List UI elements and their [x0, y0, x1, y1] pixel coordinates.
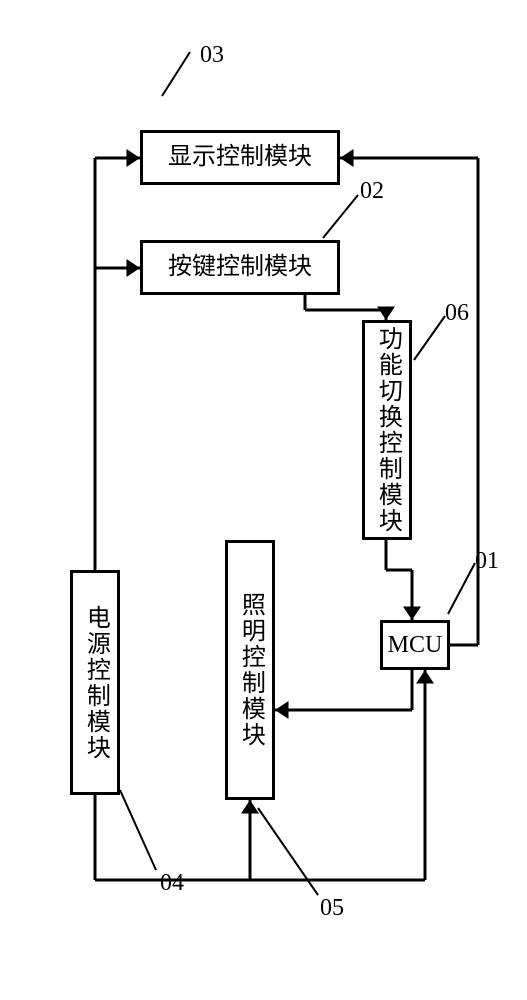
mcu-label: MCU	[388, 631, 443, 660]
lighting-control-module: 照明控制模块	[225, 540, 275, 800]
power-control-label: 电源控制模块	[81, 605, 110, 761]
display-control-module: 显示控制模块	[140, 130, 340, 185]
diagram-canvas: 显示控制模块 按键控制模块 功能切换控制模块 MCU 照明控制模块 电源控制模块…	[0, 0, 527, 1000]
ref-label-05: 05	[320, 895, 344, 922]
ref-label-06: 06	[445, 300, 469, 327]
mcu-module: MCU	[380, 620, 450, 670]
lighting-control-label: 照明控制模块	[236, 592, 265, 748]
ref-label-02: 02	[360, 178, 384, 205]
power-control-module: 电源控制模块	[70, 570, 120, 795]
ref-label-01: 01	[475, 548, 499, 575]
key-control-module: 按键控制模块	[140, 240, 340, 295]
key-control-label: 按键控制模块	[168, 253, 312, 282]
function-switch-label: 功能切换控制模块	[373, 326, 402, 534]
function-switch-module: 功能切换控制模块	[362, 320, 412, 540]
ref-label-03: 03	[200, 42, 224, 69]
display-control-label: 显示控制模块	[168, 143, 312, 172]
ref-label-04: 04	[160, 870, 184, 897]
